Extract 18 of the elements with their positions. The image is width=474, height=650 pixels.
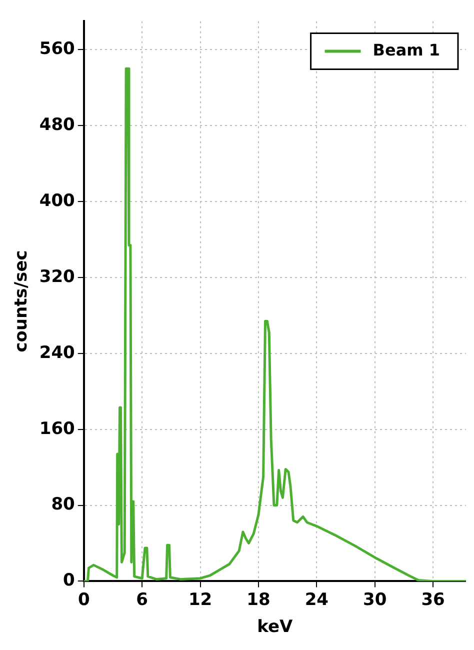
y-tick-label: 240	[39, 342, 76, 363]
x-tick-label: 30	[363, 590, 387, 610]
x-tick-label: 0	[78, 590, 90, 610]
x-tick-label: 36	[421, 590, 445, 610]
legend-label: Beam 1	[372, 40, 440, 60]
y-tick-label: 320	[39, 266, 76, 287]
y-tick-label: 80	[51, 494, 76, 515]
y-axis-title: counts/sec	[12, 250, 32, 352]
x-tick-label: 24	[304, 590, 329, 610]
x-axis-title: keV	[257, 617, 294, 638]
y-tick-label: 160	[39, 418, 76, 439]
y-tick-label: 480	[39, 115, 76, 136]
x-tick-label: 6	[136, 590, 148, 610]
x-tick-label: 18	[246, 590, 270, 610]
y-tick-label: 0	[63, 570, 76, 591]
y-tick-label: 560	[39, 39, 76, 60]
y-tick-label: 400	[39, 190, 76, 211]
x-tick-label: 12	[188, 590, 212, 610]
